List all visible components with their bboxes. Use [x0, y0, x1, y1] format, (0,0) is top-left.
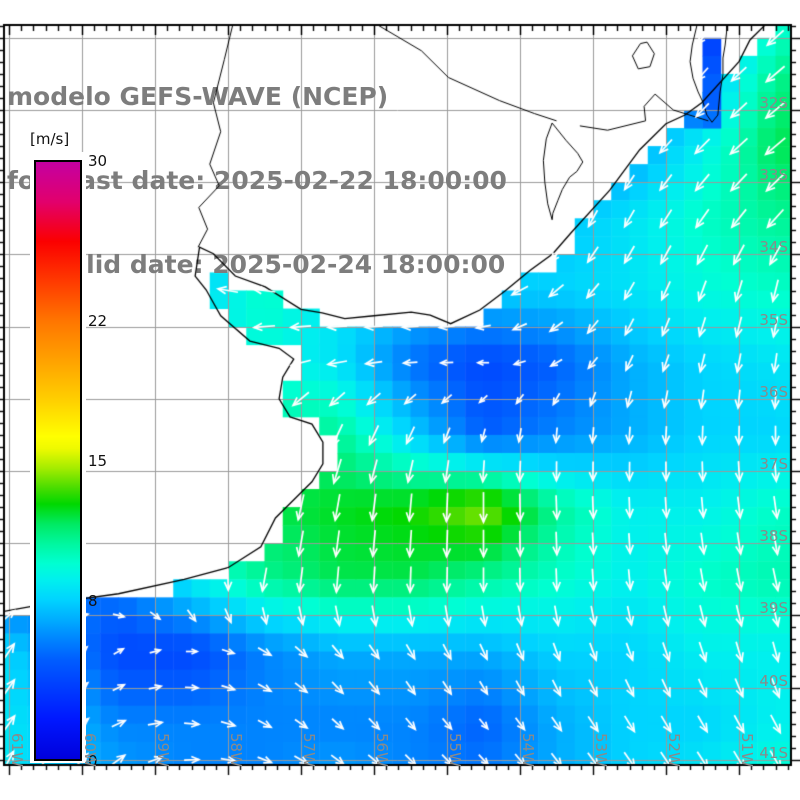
colorbar-gradient [34, 160, 82, 761]
colorbar [30, 152, 86, 763]
colorbar-units-label: [m/s] [30, 130, 70, 148]
